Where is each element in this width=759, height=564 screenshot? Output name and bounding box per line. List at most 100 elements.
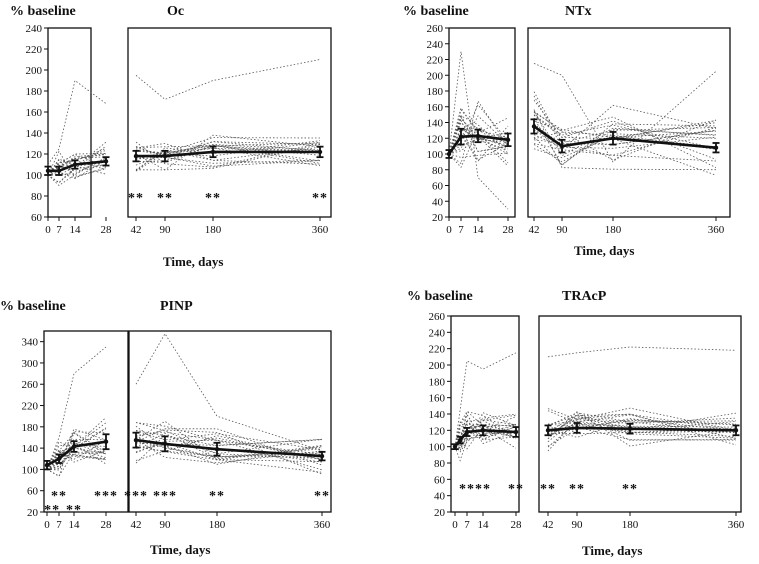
y-tick-label: 220 — [22, 401, 39, 413]
y-tick-label: 200 — [26, 65, 43, 77]
individual-line — [135, 422, 323, 455]
individual-line — [46, 442, 107, 470]
individual-line — [46, 439, 107, 470]
y-tick-label: 100 — [429, 442, 446, 454]
individual-line — [135, 144, 321, 164]
mean-point — [610, 136, 616, 141]
y-tick-label: 240 — [429, 327, 446, 339]
plot-oc: 60 80 100 120 140 160 180 200 220 240 0 7 14 28 42 90 18… — [26, 23, 332, 269]
y-tick-label: 260 — [22, 379, 39, 391]
individual-line — [533, 112, 717, 139]
significance-marker: ** — [540, 482, 556, 497]
significance-marker: ** — [51, 489, 67, 504]
individual-line — [448, 109, 509, 155]
x-tick-label: 7 — [56, 519, 62, 531]
mean-point — [513, 429, 519, 435]
y-tick-label: 60 — [434, 474, 446, 486]
individual-line — [46, 431, 107, 470]
individual-line — [135, 134, 321, 171]
x-tick-label: 42 — [131, 519, 142, 531]
individual-line — [46, 454, 107, 470]
x-axis-label: Time, days — [574, 243, 634, 258]
mean-point — [475, 133, 481, 139]
x-tick-label: 180 — [205, 224, 222, 236]
mean-point — [72, 162, 78, 167]
x-tick-label: 360 — [314, 519, 331, 531]
y-tick-label: 340 — [22, 337, 39, 349]
significance-marker: ** — [209, 489, 225, 504]
mean-point — [458, 134, 464, 139]
x-tick-label: 14 — [478, 519, 490, 531]
mean-point — [446, 151, 452, 157]
axes-frame-right — [538, 315, 742, 513]
significance-marker: *** — [153, 489, 177, 504]
y-tick-label: 120 — [427, 133, 444, 145]
individual-line — [448, 137, 509, 155]
individual-line — [135, 142, 321, 165]
x-tick-label: 7 — [56, 224, 62, 236]
individual-line — [533, 114, 717, 149]
individual-line — [135, 442, 323, 461]
axes-frame-right — [127, 27, 332, 218]
individual-line — [46, 438, 107, 470]
mean-point — [317, 149, 323, 155]
individual-line — [135, 439, 323, 458]
significance-marker: ** — [157, 191, 173, 206]
individual-line — [448, 118, 509, 155]
y-tick-label: 40 — [432, 196, 444, 208]
individual-line-outlier — [533, 63, 717, 163]
individual-line — [135, 141, 321, 156]
mean-point — [627, 426, 633, 431]
plot-ntx: 20 40 60 80 100 120 140 160 180 200 220 240 260 0 7 14 2… — [427, 23, 731, 258]
mean-point — [733, 428, 739, 433]
individual-line — [135, 145, 321, 163]
significance-marker: ** — [128, 191, 144, 206]
y-tick-label: 300 — [22, 358, 39, 370]
individual-line — [46, 444, 107, 470]
x-tick-label: 14 — [69, 519, 81, 531]
y-tick-label: 160 — [26, 107, 43, 119]
mean-line — [136, 150, 320, 158]
mean-line — [533, 125, 717, 149]
y-axis-label-pinp: % baseline — [0, 299, 66, 314]
individual-line — [47, 159, 107, 180]
y-tick-label: 100 — [26, 170, 43, 182]
x-axis-label: Time, days — [163, 254, 223, 269]
individual-line — [135, 141, 321, 160]
significance-marker: *** — [124, 489, 148, 504]
plot-tracp: 20 40 60 80 100 120 140 160 180 200 220 240 260 0 7 14 2… — [429, 311, 745, 558]
individual-line — [448, 115, 509, 155]
mean-point — [45, 168, 51, 173]
x-tick-label: 28 — [511, 519, 523, 531]
y-tick-label: 100 — [22, 464, 39, 476]
individual-line — [135, 145, 321, 156]
mean-point — [133, 153, 139, 159]
mean-point — [162, 441, 168, 447]
y-tick-label: 80 — [31, 191, 43, 203]
mean-point — [452, 444, 458, 449]
x-tick-label: 42 — [529, 224, 540, 236]
individual-line — [47, 159, 107, 177]
x-tick-label: 7 — [464, 519, 470, 531]
individual-line — [448, 127, 509, 155]
significance-marker: ** — [66, 503, 82, 518]
individual-line — [533, 104, 717, 150]
significance-marker: ** — [475, 482, 491, 497]
mean-point — [464, 429, 470, 435]
y-axis-label-ntx: % baseline — [403, 4, 469, 19]
individual-line — [448, 152, 509, 158]
individual-line — [547, 410, 737, 428]
individual-line — [135, 439, 323, 446]
individual-line — [448, 104, 509, 155]
significance-marker: ** — [312, 191, 328, 206]
y-tick-label: 40 — [434, 491, 446, 503]
mean-point — [531, 124, 537, 129]
individual-line — [135, 430, 323, 451]
individual-line — [135, 431, 323, 471]
y-tick-label: 140 — [429, 409, 446, 421]
individual-line — [135, 141, 321, 168]
mean-line — [46, 440, 107, 467]
mean-line — [135, 438, 323, 458]
y-axis-label-tracp: % baseline — [407, 289, 473, 304]
individual-line — [135, 140, 321, 172]
